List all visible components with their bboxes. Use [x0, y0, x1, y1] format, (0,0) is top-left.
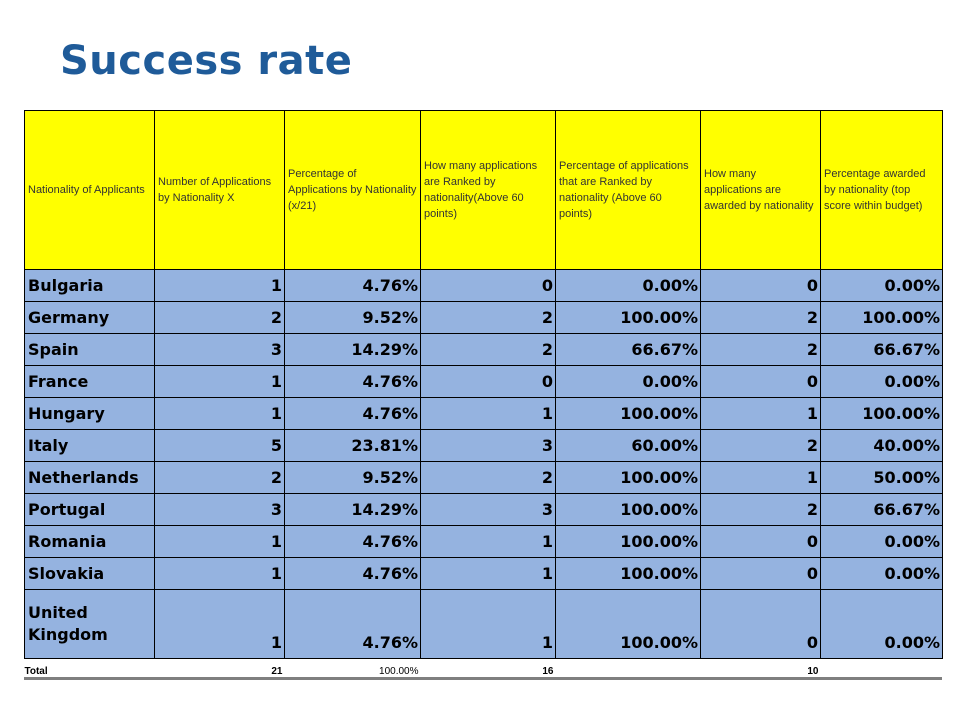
applications-cell: 3 — [154, 333, 285, 366]
country-cell: Slovakia — [24, 557, 155, 590]
header-pct-awarded: Percentage awarded by nationality (top s… — [820, 110, 943, 270]
pct-awarded-cell: 0.00% — [820, 365, 943, 398]
awarded-cell: 0 — [700, 589, 821, 659]
awarded-cell: 0 — [700, 557, 821, 590]
applications-cell: 1 — [154, 557, 285, 590]
table-row: Romania 1 4.76% 1 100.00% 0 0.00% — [24, 525, 943, 558]
applications-cell: 1 — [154, 365, 285, 398]
awarded-cell: 2 — [700, 429, 821, 462]
country-cell: Italy — [24, 429, 155, 462]
table-row: Slovakia 1 4.76% 1 100.00% 0 0.00% — [24, 557, 943, 590]
pct-ranked-cell: 100.00% — [555, 589, 701, 659]
pct-awarded-cell: 0.00% — [820, 269, 943, 302]
success-rate-table: Nationality of Applicants Number of Appl… — [24, 110, 943, 683]
pct-awarded-cell: 100.00% — [820, 397, 943, 430]
applications-cell: 2 — [154, 461, 285, 494]
awarded-cell: 2 — [700, 301, 821, 334]
pct-awarded-cell: 66.67% — [820, 333, 943, 366]
pct-ranked-cell: 100.00% — [555, 461, 701, 494]
pct-applications-cell: 4.76% — [284, 525, 421, 558]
country-cell: Bulgaria — [24, 269, 155, 302]
pct-ranked-cell: 100.00% — [555, 525, 701, 558]
awarded-cell: 1 — [700, 461, 821, 494]
ranked-cell: 2 — [420, 301, 556, 334]
country-cell: France — [24, 365, 155, 398]
pct-ranked-cell: 100.00% — [555, 557, 701, 590]
pct-applications-cell: 4.76% — [284, 589, 421, 659]
pct-ranked-cell: 0.00% — [555, 269, 701, 302]
table-row: Bulgaria 1 4.76% 0 0.00% 0 0.00% — [24, 269, 943, 302]
table-row: Spain 3 14.29% 2 66.67% 2 66.67% — [24, 333, 943, 366]
pct-applications-cell: 23.81% — [284, 429, 421, 462]
awarded-cell: 0 — [700, 269, 821, 302]
header-ranked: How many applications are Ranked by nati… — [420, 110, 556, 270]
country-cell: United Kingdom — [24, 589, 155, 659]
header-pct-applications: Percentage of Applications by Nationalit… — [284, 110, 421, 270]
table-row: Hungary 1 4.76% 1 100.00% 1 100.00% — [24, 397, 943, 430]
pct-ranked-cell: 100.00% — [555, 397, 701, 430]
country-cell: Romania — [24, 525, 155, 558]
pct-applications-cell: 14.29% — [284, 493, 421, 526]
pct-applications-cell: 9.52% — [284, 301, 421, 334]
pct-awarded-cell: 40.00% — [820, 429, 943, 462]
pct-applications-cell: 4.76% — [284, 557, 421, 590]
table-row: United Kingdom 1 4.76% 1 100.00% 0 0.00% — [24, 589, 943, 659]
ranked-cell: 0 — [420, 365, 556, 398]
pct-applications-cell: 4.76% — [284, 365, 421, 398]
awarded-cell: 1 — [700, 397, 821, 430]
ranked-cell: 3 — [420, 429, 556, 462]
table-row: Netherlands 2 9.52% 2 100.00% 1 50.00% — [24, 461, 943, 494]
ranked-cell: 3 — [420, 493, 556, 526]
pct-applications-cell: 9.52% — [284, 461, 421, 494]
header-applications: Number of Applications by Nationality X — [154, 110, 285, 270]
ranked-cell: 1 — [420, 525, 556, 558]
pct-ranked-cell: 66.67% — [555, 333, 701, 366]
pct-awarded-cell: 0.00% — [820, 589, 943, 659]
ranked-cell: 1 — [420, 589, 556, 659]
country-cell: Portugal — [24, 493, 155, 526]
table-row: France 1 4.76% 0 0.00% 0 0.00% — [24, 365, 943, 398]
pct-ranked-cell: 100.00% — [555, 493, 701, 526]
pct-ranked-cell: 100.00% — [555, 301, 701, 334]
pct-applications-cell: 14.29% — [284, 333, 421, 366]
awarded-cell: 0 — [700, 525, 821, 558]
awarded-cell: 0 — [700, 365, 821, 398]
ranked-cell: 0 — [420, 269, 556, 302]
country-cell: Netherlands — [24, 461, 155, 494]
pct-awarded-cell: 100.00% — [820, 301, 943, 334]
country-cell: Hungary — [24, 397, 155, 430]
table-row: Portugal 3 14.29% 3 100.00% 2 66.67% — [24, 493, 943, 526]
table-row: Germany 2 9.52% 2 100.00% 2 100.00% — [24, 301, 943, 334]
pct-applications-cell: 4.76% — [284, 269, 421, 302]
ranked-cell: 1 — [420, 397, 556, 430]
table-row: Italy 5 23.81% 3 60.00% 2 40.00% — [24, 429, 943, 462]
slide-title: Success rate — [60, 38, 353, 84]
applications-cell: 1 — [154, 589, 285, 659]
pct-ranked-cell: 60.00% — [555, 429, 701, 462]
header-nationality: Nationality of Applicants — [24, 110, 155, 270]
applications-cell: 5 — [154, 429, 285, 462]
pct-awarded-cell: 0.00% — [820, 557, 943, 590]
awarded-cell: 2 — [700, 333, 821, 366]
header-pct-ranked: Percentage of applications that are Rank… — [555, 110, 701, 270]
bottom-divider — [24, 677, 942, 680]
country-cell: Spain — [24, 333, 155, 366]
header-row: Nationality of Applicants Number of Appl… — [24, 110, 943, 270]
pct-awarded-cell: 0.00% — [820, 525, 943, 558]
pct-ranked-cell: 0.00% — [555, 365, 701, 398]
header-awarded: How many applications are awarded by nat… — [700, 110, 821, 270]
ranked-cell: 2 — [420, 461, 556, 494]
pct-awarded-cell: 50.00% — [820, 461, 943, 494]
ranked-cell: 2 — [420, 333, 556, 366]
applications-cell: 1 — [154, 525, 285, 558]
applications-cell: 1 — [154, 397, 285, 430]
pct-awarded-cell: 66.67% — [820, 493, 943, 526]
applications-cell: 2 — [154, 301, 285, 334]
ranked-cell: 1 — [420, 557, 556, 590]
applications-cell: 1 — [154, 269, 285, 302]
pct-applications-cell: 4.76% — [284, 397, 421, 430]
applications-cell: 3 — [154, 493, 285, 526]
country-cell: Germany — [24, 301, 155, 334]
awarded-cell: 2 — [700, 493, 821, 526]
